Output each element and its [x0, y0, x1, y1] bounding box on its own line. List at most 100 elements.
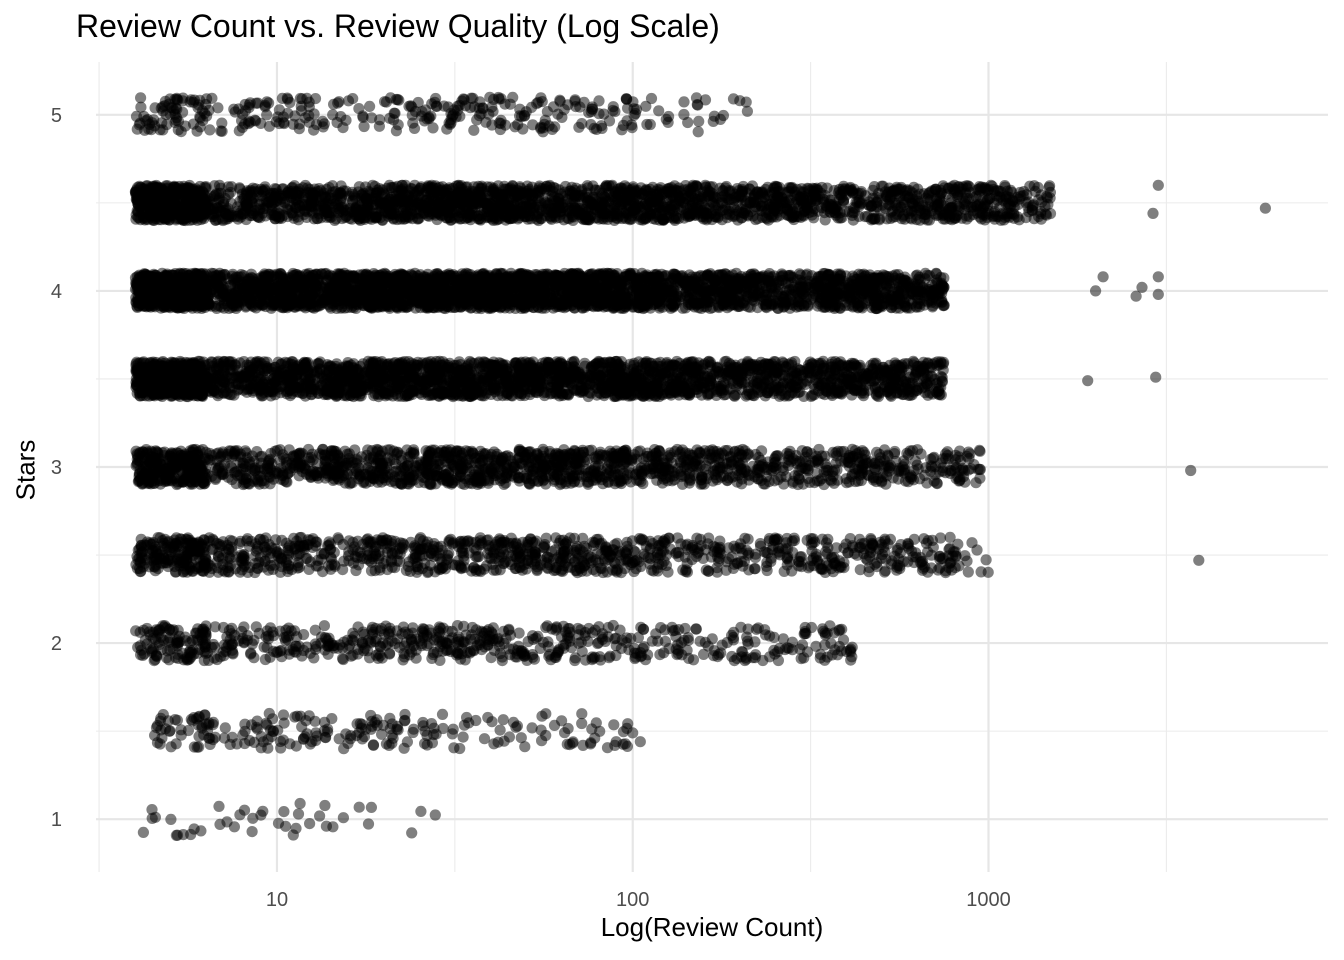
data-point [770, 533, 783, 546]
data-point [137, 826, 149, 839]
data-point [806, 555, 818, 567]
data-point [611, 563, 624, 575]
data-point [698, 648, 710, 661]
data-point [463, 547, 475, 559]
data-point [772, 646, 784, 658]
data-point [495, 455, 507, 467]
data-point [156, 535, 168, 547]
data-point [262, 564, 275, 576]
data-point [364, 475, 376, 487]
data-point [391, 720, 404, 733]
data-point [562, 722, 574, 735]
data-point [209, 641, 221, 653]
data-point [193, 730, 205, 743]
data-point [728, 655, 741, 667]
data-point [145, 476, 157, 488]
data-point [181, 538, 193, 550]
data-point [856, 462, 868, 474]
data-point [320, 820, 332, 832]
data-point [609, 739, 621, 752]
data-point [328, 473, 340, 485]
data-point [770, 450, 782, 462]
data-point [433, 471, 445, 483]
data-point [366, 621, 379, 633]
data-point [362, 818, 375, 830]
data-point [756, 460, 768, 472]
data-point [527, 633, 539, 646]
data-point [399, 714, 411, 726]
data-point [829, 557, 841, 569]
data-point [973, 444, 986, 456]
data-point [235, 451, 247, 463]
data-point [980, 554, 992, 566]
data-point [163, 463, 175, 475]
data-point [708, 445, 720, 457]
data-point [768, 475, 781, 487]
data-point [544, 559, 556, 571]
data-point [209, 731, 221, 743]
data-point [931, 477, 943, 489]
data-point [226, 535, 239, 547]
data-point [597, 566, 609, 579]
data-point [238, 474, 250, 486]
data-point [582, 478, 594, 490]
data-point [889, 445, 901, 458]
data-point [713, 556, 725, 568]
data-point [739, 532, 751, 544]
data-point [895, 465, 907, 477]
data-point [736, 473, 748, 485]
data-point [355, 471, 367, 483]
data-point [151, 720, 164, 732]
data-point [879, 565, 892, 577]
data-point [535, 724, 547, 736]
data-point [263, 707, 275, 720]
data-point [187, 464, 199, 476]
data-point [644, 558, 656, 570]
data-point [319, 799, 331, 812]
data-point [251, 723, 263, 735]
data-point [902, 538, 915, 550]
data-point [417, 550, 429, 562]
data-point [502, 548, 514, 560]
data-point [682, 634, 695, 647]
data-point [573, 637, 585, 649]
data-point [337, 812, 349, 824]
data-point [825, 637, 837, 650]
data-point [403, 649, 416, 661]
data-point [503, 731, 515, 743]
data-point [214, 651, 226, 663]
data-point [345, 476, 357, 489]
data-point [200, 620, 212, 632]
data-point [262, 633, 275, 645]
data-point [214, 818, 226, 831]
data-point [607, 619, 619, 632]
data-point [172, 624, 184, 637]
data-point [498, 625, 510, 637]
data-point [546, 623, 558, 635]
data-point [169, 566, 182, 578]
data-point [344, 733, 357, 745]
data-point [628, 565, 640, 578]
data-point [761, 564, 773, 577]
data-point [742, 623, 754, 635]
data-point [406, 827, 418, 839]
data-point [175, 724, 187, 736]
data-point [425, 627, 437, 639]
data-point [301, 641, 313, 653]
data-point [283, 622, 295, 634]
data-point [846, 471, 858, 483]
data-point [141, 447, 153, 460]
data-point [171, 714, 183, 726]
data-point [647, 458, 659, 470]
data-point [662, 566, 674, 578]
data-point [884, 533, 897, 545]
data-point [237, 550, 249, 562]
data-point [821, 548, 833, 560]
data-points [129, 91, 1271, 842]
data-point [278, 806, 290, 818]
data-point [573, 629, 585, 641]
data-point [778, 565, 790, 578]
data-point [325, 563, 337, 575]
data-point [309, 638, 321, 650]
data-point [755, 540, 767, 552]
